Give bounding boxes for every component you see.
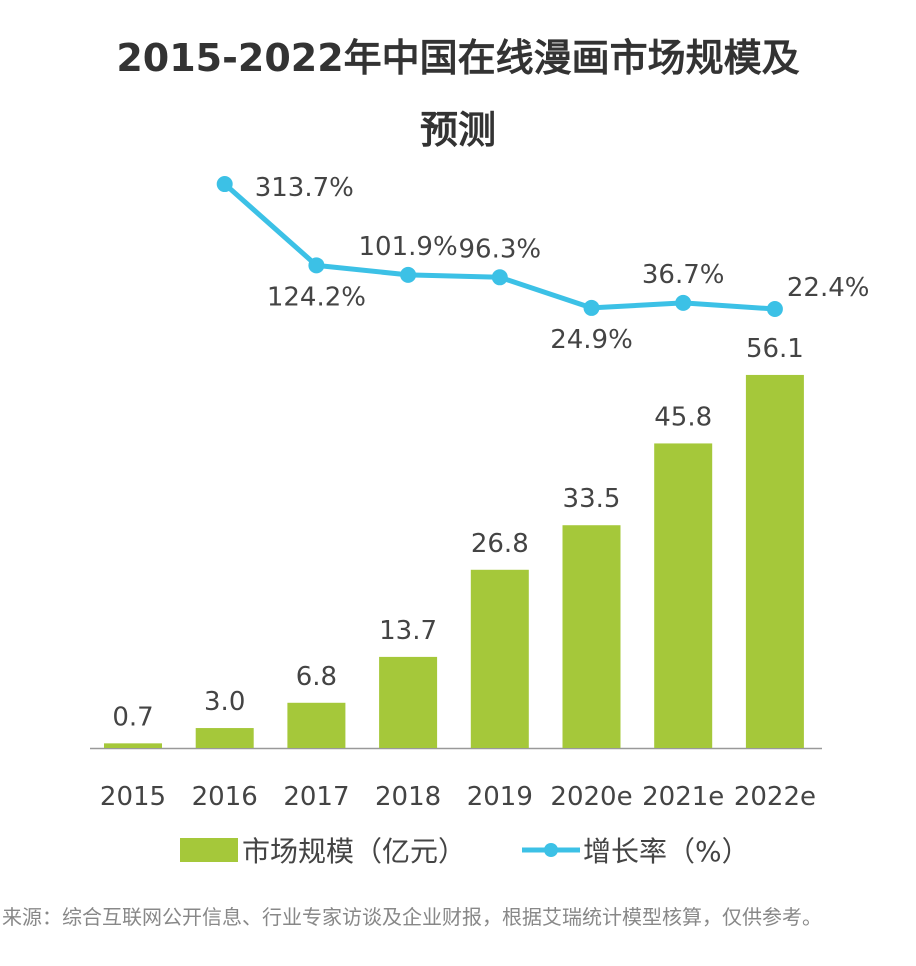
growth-label: 124.2% [267, 282, 366, 312]
bar-2020e [562, 525, 621, 748]
x-tick-label: 2019 [467, 782, 533, 812]
growth-label: 101.9% [359, 232, 458, 262]
legend-bar-swatch [180, 838, 238, 862]
bar-label: 3.0 [204, 687, 245, 717]
growth-point [400, 266, 417, 283]
bar-2021e [654, 443, 713, 748]
bar-label: 26.8 [471, 529, 529, 559]
growth-label: 96.3% [458, 234, 541, 264]
x-tick-label: 2015 [100, 782, 166, 812]
growth-point [766, 301, 783, 317]
growth-label: 313.7% [255, 173, 354, 203]
title-line-2: 预测 [419, 108, 496, 152]
x-tick-label: 2016 [192, 782, 258, 812]
legend-line-marker [544, 843, 558, 857]
title-line-1: 2015-2022年中国在线漫画市场规模及 [116, 36, 800, 80]
x-tick-label: 2022e [734, 782, 816, 812]
bar-label: 33.5 [563, 484, 621, 514]
growth-point [491, 269, 508, 286]
x-tick-label: 2020e [550, 782, 632, 812]
bar-2015 [104, 743, 162, 748]
chart-area: 0.7 2015 3.0 2016 6.8 2017 13.7 2018 26.8 2019 33.… [90, 173, 870, 868]
growth-point [583, 299, 600, 316]
source-note: 来源：综合互联网公开信息、行业专家访谈及企业财报，根据艾瑞统计模型核算，仅供参考… [2, 905, 822, 929]
chart-title: 2015-2022年中国在线漫画市场规模及 预测 [0, 22, 916, 166]
bar-2018 [379, 656, 438, 748]
bar-label: 13.7 [379, 616, 437, 646]
bar-2016 [195, 728, 254, 748]
growth-point [308, 257, 325, 274]
growth-label: 22.4% [787, 273, 870, 303]
bar-label: 45.8 [654, 402, 712, 432]
bar-label: 56.1 [746, 334, 804, 364]
bar-2017 [287, 702, 346, 748]
growth-label: 24.9% [550, 325, 633, 355]
x-tick-label: 2017 [283, 782, 349, 812]
x-tick-label: 2021e [642, 782, 724, 812]
legend-bar-label: 市场规模（亿元） [242, 835, 466, 868]
growth-point [675, 294, 692, 311]
bar-2019 [470, 569, 529, 748]
bar-label: 6.8 [296, 662, 337, 692]
growth-label: 36.7% [642, 260, 725, 290]
bar-2022e [745, 374, 804, 748]
growth-point [216, 176, 233, 193]
x-tick-label: 2018 [375, 782, 441, 812]
legend-line-label: 增长率（%） [583, 835, 750, 868]
bar-label: 0.7 [112, 702, 153, 732]
